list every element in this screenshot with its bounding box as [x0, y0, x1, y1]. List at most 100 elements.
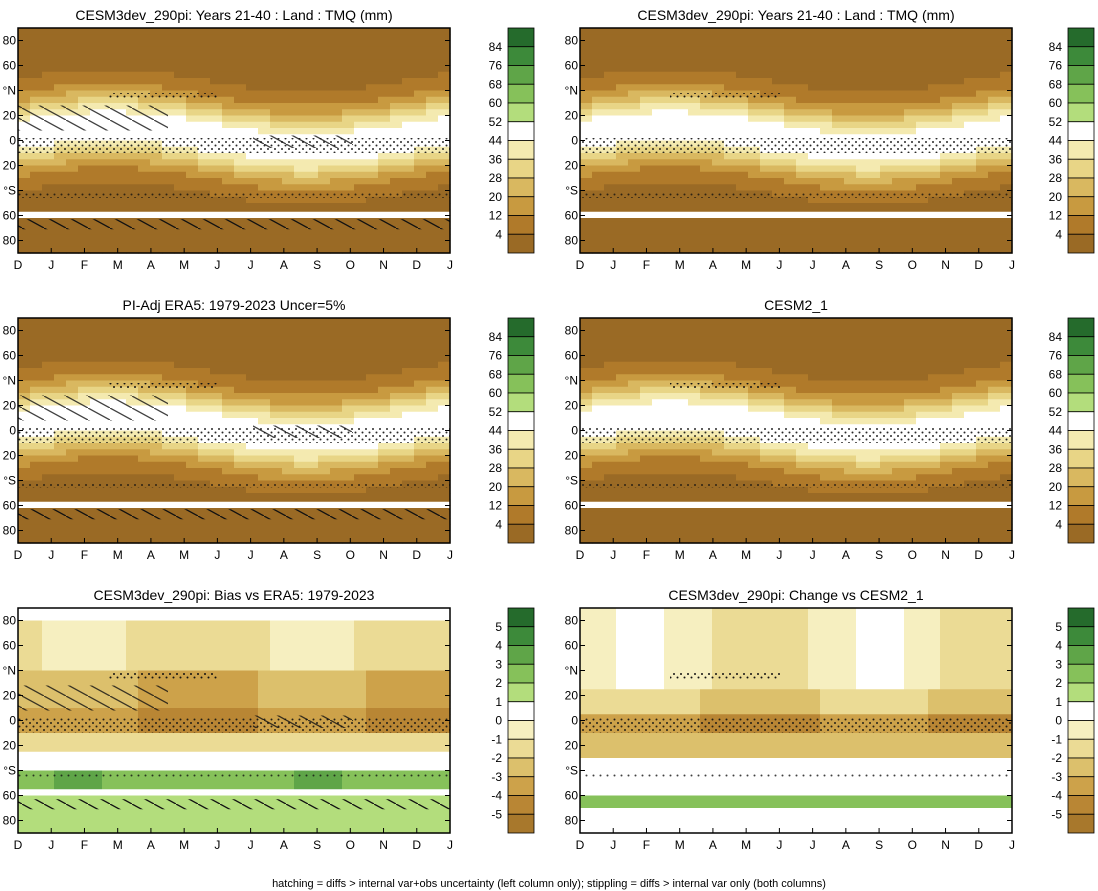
- field-cell: [138, 34, 151, 42]
- field-cell: [760, 40, 773, 48]
- field-cell: [354, 455, 367, 463]
- field-cell: [628, 184, 641, 192]
- field-cell: [234, 34, 247, 42]
- field-cell: [102, 443, 115, 450]
- field-cell: [772, 215, 785, 223]
- field-cell: [712, 171, 725, 179]
- field-cell: [820, 78, 833, 85]
- y-tick-label: 20: [3, 449, 17, 463]
- field-cell: [700, 493, 713, 500]
- field-cell: [246, 240, 259, 248]
- field-cell: [952, 215, 965, 223]
- field-cell: [378, 368, 391, 375]
- field-cell: [724, 374, 737, 382]
- field-cell: [210, 524, 223, 532]
- field-cell: [604, 234, 617, 242]
- field-cell: [784, 380, 797, 388]
- field-cell: [438, 103, 451, 110]
- field-cell: [628, 518, 641, 525]
- colorbar-label: 76: [489, 349, 503, 363]
- field-cell: [676, 486, 689, 494]
- field-cell: [54, 84, 67, 92]
- field-cell: [652, 493, 665, 500]
- x-tick-label: M: [113, 548, 123, 562]
- field-cell: [580, 405, 593, 413]
- field-cell: [700, 536, 713, 544]
- field-cell: [652, 109, 665, 117]
- field-cell: [318, 40, 331, 48]
- field-cell: [282, 318, 295, 325]
- field-cell: [808, 518, 821, 525]
- field-cell: [150, 355, 163, 363]
- field-cell: [378, 228, 391, 235]
- field-cell: [438, 234, 451, 242]
- field-cell: [652, 418, 665, 425]
- field-cell: [640, 393, 653, 400]
- field-cell: [592, 128, 605, 135]
- field-cell: [438, 349, 451, 357]
- field-cell: [18, 386, 31, 394]
- field-cell: [246, 349, 259, 357]
- field-cell: [808, 40, 821, 48]
- field-cell: [988, 46, 1001, 54]
- field-cell: [784, 90, 797, 98]
- field-cell: [652, 524, 665, 532]
- field-cell: [270, 246, 283, 254]
- field-cell: [414, 505, 427, 513]
- field-cell: [712, 493, 725, 500]
- field-cell: [138, 59, 151, 67]
- field-cell: [210, 59, 223, 67]
- field-cell: [294, 103, 307, 110]
- field-cell: [652, 59, 665, 67]
- x-tick-label: J: [610, 258, 616, 272]
- field-cell: [964, 90, 977, 98]
- field-cell: [414, 196, 427, 204]
- field-cell: [174, 184, 187, 192]
- field-cell: [390, 324, 403, 332]
- field-cell: [126, 178, 139, 185]
- field-cell: [414, 65, 427, 73]
- field-cell: [916, 159, 929, 167]
- field-cell: [916, 128, 929, 135]
- field-cell: [198, 530, 211, 538]
- field-cell: [210, 96, 223, 104]
- field-cell: [688, 336, 701, 344]
- field-cell: [198, 171, 211, 179]
- field-cell: [604, 65, 617, 73]
- field-cell: [258, 330, 271, 338]
- field-cell: [354, 34, 367, 42]
- field-cell: [856, 221, 869, 229]
- x-tick-label: J: [48, 548, 54, 562]
- field-cell: [138, 424, 151, 432]
- field-cell: [186, 418, 199, 425]
- field-cell: [784, 134, 797, 142]
- field-cell: [210, 115, 223, 123]
- field-cell: [114, 215, 127, 223]
- field-cell: [438, 386, 451, 394]
- field-cell: [664, 171, 677, 179]
- field-cell: [760, 443, 773, 450]
- field-cell: [318, 380, 331, 388]
- field-cell: [42, 65, 55, 73]
- field-cell: [844, 493, 857, 500]
- field-cell: [54, 418, 67, 425]
- field-cell: [592, 84, 605, 92]
- field-cell: [354, 65, 367, 73]
- field-cell: [724, 234, 737, 242]
- x-tick-label: A: [842, 258, 850, 272]
- field-cell: [366, 203, 379, 210]
- field-cell: [390, 109, 403, 117]
- field-cell: [306, 443, 319, 450]
- field-cell: [198, 468, 211, 475]
- field-cell: [282, 165, 295, 173]
- field-cell: [676, 418, 689, 425]
- field-cell: [880, 246, 893, 254]
- field-cell: [832, 228, 845, 235]
- field-cell: [604, 109, 617, 117]
- field-cell: [832, 424, 845, 432]
- field-cell: [748, 171, 761, 179]
- field-cell: [222, 518, 235, 525]
- field-cell: [246, 336, 259, 344]
- field-cell: [90, 505, 103, 513]
- field-cell: [294, 59, 307, 67]
